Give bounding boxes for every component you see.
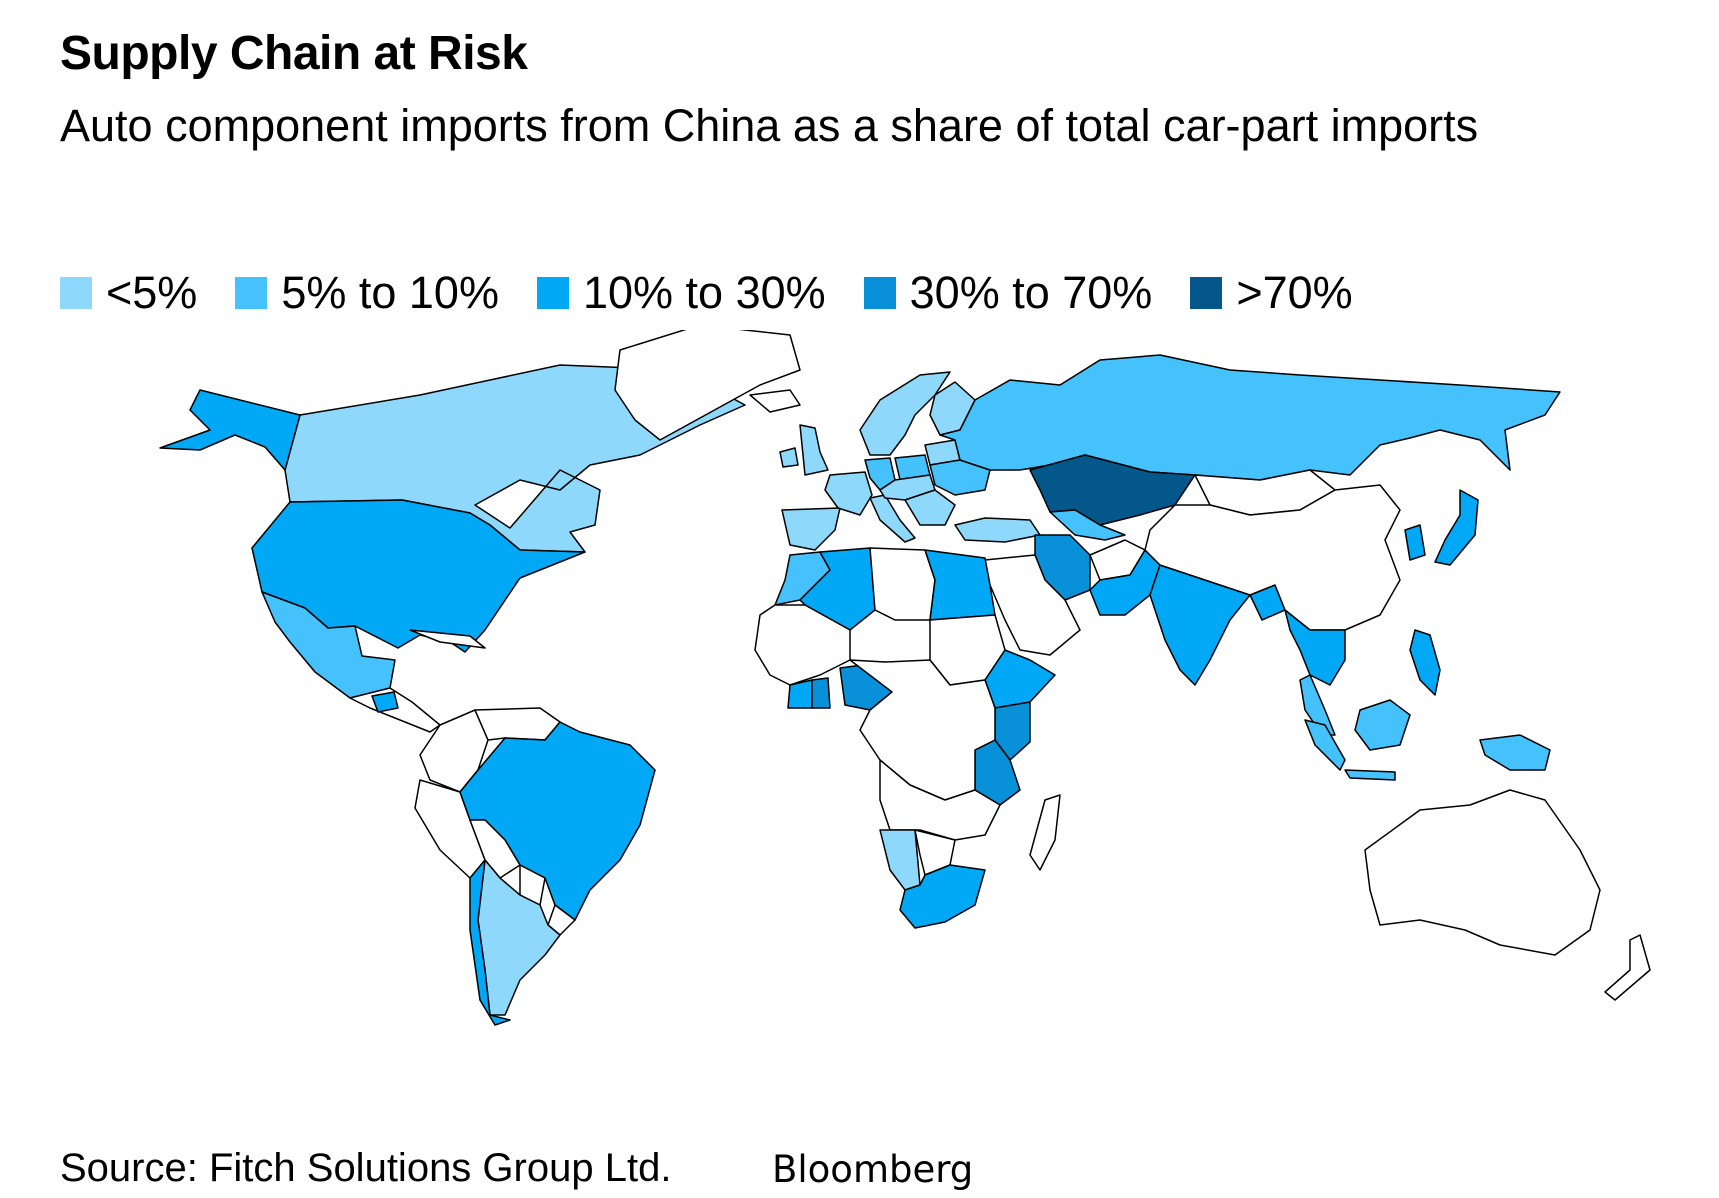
region-borneo xyxy=(1354,699,1411,751)
legend-label-lt5: <5% xyxy=(106,267,198,318)
region-ivory-coast xyxy=(787,679,813,709)
legend-item-gt70: >70% xyxy=(1190,267,1353,319)
source-note: Source: Fitch Solutions Group Ltd. xyxy=(60,1146,672,1190)
region-malay-peninsula xyxy=(1299,674,1336,736)
region-france xyxy=(824,471,873,516)
region-angola-zambia xyxy=(879,759,1001,841)
chart-title: Supply Chain at Risk xyxy=(60,27,528,80)
region-chile xyxy=(469,859,511,1026)
region-ireland xyxy=(779,447,799,468)
region-cuba xyxy=(409,629,486,649)
legend-item-30-70: 30% to 70% xyxy=(863,267,1153,319)
region-west-africa xyxy=(754,604,851,686)
region-philippines xyxy=(1409,629,1441,696)
chart-subtitle: Auto component imports from China as a s… xyxy=(60,100,1479,151)
region-scandinavia xyxy=(859,371,951,456)
region-russia xyxy=(939,354,1561,481)
legend-swatch-30-70 xyxy=(863,277,896,309)
region-kazakhstan xyxy=(1029,454,1196,526)
world-map xyxy=(159,330,1651,1026)
region-namibia xyxy=(879,829,921,891)
region-korea xyxy=(1404,524,1426,561)
region-mexico xyxy=(261,591,396,699)
region-arabia xyxy=(984,554,1081,656)
legend-item-5-10: 5% to 10% xyxy=(235,267,499,319)
legend-label-gt70: >70% xyxy=(1236,267,1353,318)
region-java xyxy=(1344,769,1396,781)
legend-swatch-gt70 xyxy=(1190,277,1223,309)
region-uk xyxy=(799,424,829,476)
brand-logo: Bloomberg xyxy=(772,1148,974,1191)
region-uzbekistan xyxy=(1049,509,1126,541)
legend-item-lt5: <5% xyxy=(60,267,197,319)
region-sumatra xyxy=(1304,719,1346,771)
region-greenland xyxy=(614,330,801,441)
region-guatemala xyxy=(371,691,399,713)
legend: <5% 5% to 10% 10% to 30% 30% to 70% >70% xyxy=(60,267,1391,319)
region-venezuela xyxy=(474,707,561,741)
region-madagascar xyxy=(1029,794,1061,871)
region-new-zealand xyxy=(1604,934,1651,1001)
legend-swatch-5-10 xyxy=(235,277,268,309)
legend-label-30-70: 30% to 70% xyxy=(909,267,1153,318)
region-balkans xyxy=(904,489,956,526)
region-alaska xyxy=(159,389,301,471)
region-ghana xyxy=(811,677,831,709)
legend-item-10-30: 10% to 30% xyxy=(536,267,826,319)
region-indochina xyxy=(1284,609,1346,686)
region-iceland xyxy=(749,389,801,413)
region-new-guinea xyxy=(1479,734,1551,771)
legend-label-5-10: 5% to 10% xyxy=(281,267,499,318)
region-australia xyxy=(1364,789,1601,956)
region-turkey xyxy=(954,517,1041,543)
region-south-africa xyxy=(899,864,986,929)
legend-swatch-10-30 xyxy=(536,277,569,309)
region-egypt xyxy=(924,549,996,621)
legend-swatch-lt5 xyxy=(60,277,92,309)
region-libya xyxy=(869,547,936,621)
legend-label-10-30: 10% to 30% xyxy=(582,267,826,318)
region-japan xyxy=(1434,489,1479,566)
region-iberia xyxy=(781,507,841,551)
